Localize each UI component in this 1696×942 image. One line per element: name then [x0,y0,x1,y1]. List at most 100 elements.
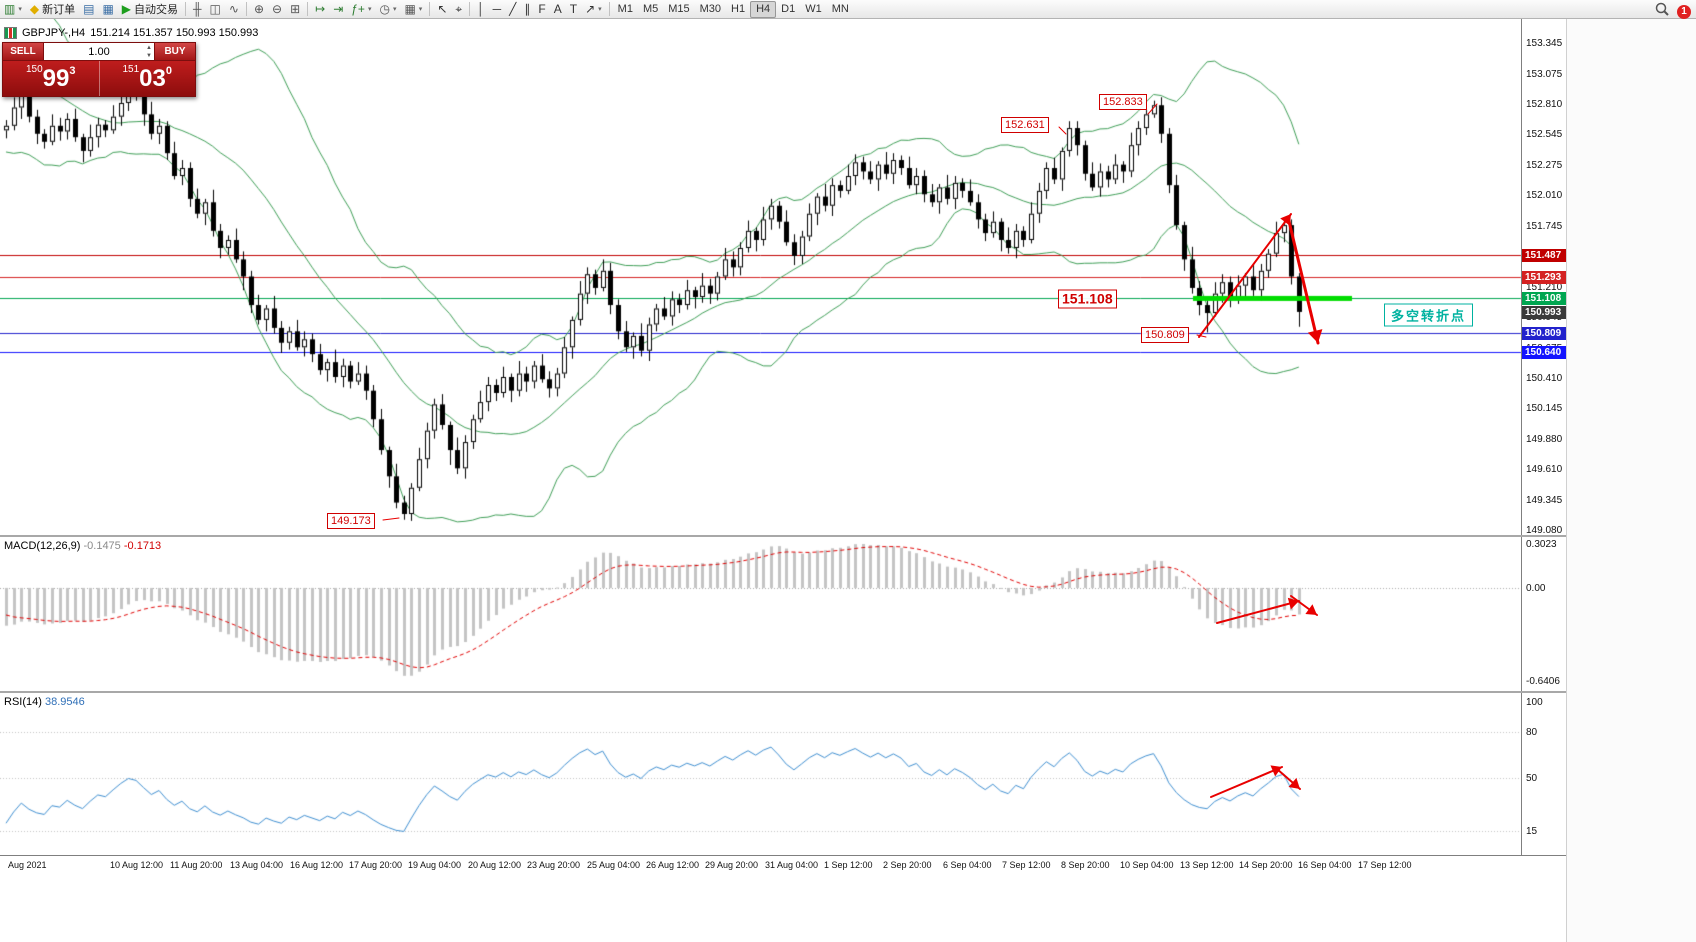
price-axis-label: 152.275 [1526,160,1563,172]
volume-input[interactable]: 1.00 ▲ ▼ [44,42,154,61]
horizontal-line-tool-icon: ─ [492,1,502,16]
toolbar-separator [469,2,471,16]
zoom-out[interactable]: ⊖ [268,1,286,18]
price-axis-label: 151.745 [1526,220,1563,232]
macd-axis-label: -0.6406 [1526,676,1560,687]
time-axis-label: 1 Sep 12:00 [824,860,873,870]
bar-chart-type[interactable]: ╫ [189,1,206,18]
current-price-badge: 150.993 [1522,305,1566,319]
charts-bar[interactable]: ▤ [79,1,98,18]
autotrading[interactable]: ▶ 自动交易 [118,1,182,18]
tile-windows[interactable]: ⊞ [286,1,304,18]
time-axis-label: 6 Sep 04:00 [943,860,992,870]
caret-down-icon: ▾ [418,6,423,13]
caret-down-icon: ▾ [598,6,602,13]
new-chart-icon: ▥ [4,1,16,16]
time-axis-label: 10 Aug 12:00 [110,860,164,870]
templates[interactable]: ▦ ▾ [400,1,426,18]
volume-increase-icon[interactable]: ▲ [146,45,152,51]
toolbar-right: 1 [1655,2,1691,21]
vertical-line-tool[interactable]: │ [473,1,489,18]
channel-tool[interactable]: ∥ [520,1,534,18]
autotrading-icon: ▶ [121,1,132,16]
cursor-tool[interactable]: ↖ [433,1,451,18]
toolbar-separator [307,2,309,16]
auto-scroll-icon: ↦ [315,1,326,16]
sell-button[interactable]: SELL [2,42,44,61]
tf-m1[interactable]: M1 [617,3,633,15]
notification-badge[interactable]: 1 [1677,4,1691,19]
time-axis-label: 14 Sep 20:00 [1239,860,1293,870]
price-axis-label: 151.210 [1526,281,1563,293]
zoom-out-icon: ⊖ [272,1,283,16]
time-axis-label: Aug 2021 [8,860,47,870]
bid-pipette: 3 [69,65,76,77]
rsi-indicator-label: RSI(14) 38.9546 [4,696,85,708]
search-icon[interactable] [1655,2,1669,21]
price-axis-label: 152.810 [1526,99,1563,111]
time-axis[interactable]: Aug 2021 10 Aug 12:00 11 Aug 20:00 13 Aug 0… [0,855,1566,874]
text-tool-icon: A [553,1,562,16]
time-axis-label: 25 Aug 04:00 [587,860,641,870]
horizontal-line-tool[interactable]: ─ [489,1,506,18]
periods[interactable]: ◷ ▾ [375,1,400,18]
tf-h1[interactable]: H1 [731,3,746,15]
zoom-in[interactable]: ⊕ [250,1,268,18]
panel-splitter-rsi[interactable] [0,691,1566,693]
channel-tool-icon: ∥ [524,1,531,16]
chart-window: 153.345 153.075 152.810 152.545 152.275 152.0… [0,19,1566,942]
macd-axis-label: 0.00 [1526,582,1546,594]
volume-spinner: ▲ ▼ [146,44,152,60]
price-line-badge: 151.293 [1522,271,1566,285]
autotrading-label: 自动交易 [134,4,179,16]
bid-price[interactable]: 150993 [3,61,100,96]
price-tag[interactable]: 150.809 [1141,327,1189,343]
line-chart-type[interactable]: ∿ [225,1,243,18]
chart-canvas[interactable] [0,19,1566,942]
chart-shift[interactable]: ⇥ [329,1,347,18]
fibonacci-tool[interactable]: F [534,1,549,18]
crosshair-tool[interactable]: ⌖ [451,1,466,18]
tf-w1[interactable]: W1 [805,3,822,15]
auto-scroll[interactable]: ↦ [311,1,329,18]
label-tool[interactable]: T [566,1,581,18]
annotation-note[interactable]: 多空转折点 [1384,303,1474,327]
macd-value-2: -0.1713 [123,540,162,552]
buy-button[interactable]: BUY [154,42,196,61]
ask-price[interactable]: 151030 [100,61,196,96]
tf-mn[interactable]: MN [831,3,849,15]
tf-m15[interactable]: M15 [668,3,690,15]
bid-prefix: 150 [25,64,43,75]
arrows-tool[interactable]: ↗ ▾ [581,1,606,18]
time-axis-label: 16 Sep 04:00 [1298,860,1352,870]
zoom-in-icon: ⊕ [253,1,264,16]
new-order[interactable]: ◆ 新订单 [26,1,79,18]
tf-m30[interactable]: M30 [699,3,722,15]
price-axis-label: 153.345 [1526,38,1563,49]
trendline-tool[interactable]: ╱ [505,1,520,18]
chart-shift-icon: ⇥ [333,1,344,16]
price-axis-label: 150.145 [1526,403,1563,415]
new-order-icon: ◆ [29,1,40,16]
macd-name: MACD(12,26,9) [4,540,81,552]
tf-m5[interactable]: M5 [642,3,659,15]
panel-splitter-macd[interactable] [0,535,1566,537]
toolbar-separator [245,2,247,16]
price-axis-border [1521,19,1522,872]
line-chart-type-icon: ∿ [228,1,239,16]
price-tag[interactable]: 151.108 [1058,289,1117,309]
candlestick-chart-type[interactable]: ◫ [206,1,225,18]
price-tag[interactable]: 149.173 [327,513,375,529]
tf-h4[interactable]: H4 [750,0,777,18]
volume-decrease-icon[interactable]: ▼ [146,53,152,59]
price-tag[interactable]: 152.833 [1099,94,1147,110]
arrows-tool-icon: ↗ [585,1,596,16]
text-tool[interactable]: A [550,1,566,18]
indicators-list[interactable]: ƒ+ ▾ [347,1,375,18]
new-chart[interactable]: ▥ ▾ [0,1,26,18]
macd-indicator-label: MACD(12,26,9) -0.1475 -0.1713 [4,540,161,552]
tf-d1[interactable]: D1 [781,3,796,15]
data-window[interactable]: ▦ [98,1,117,18]
symbol-period-label: GBPJPY-,H4 [22,27,86,39]
price-tag[interactable]: 152.631 [1001,117,1049,133]
